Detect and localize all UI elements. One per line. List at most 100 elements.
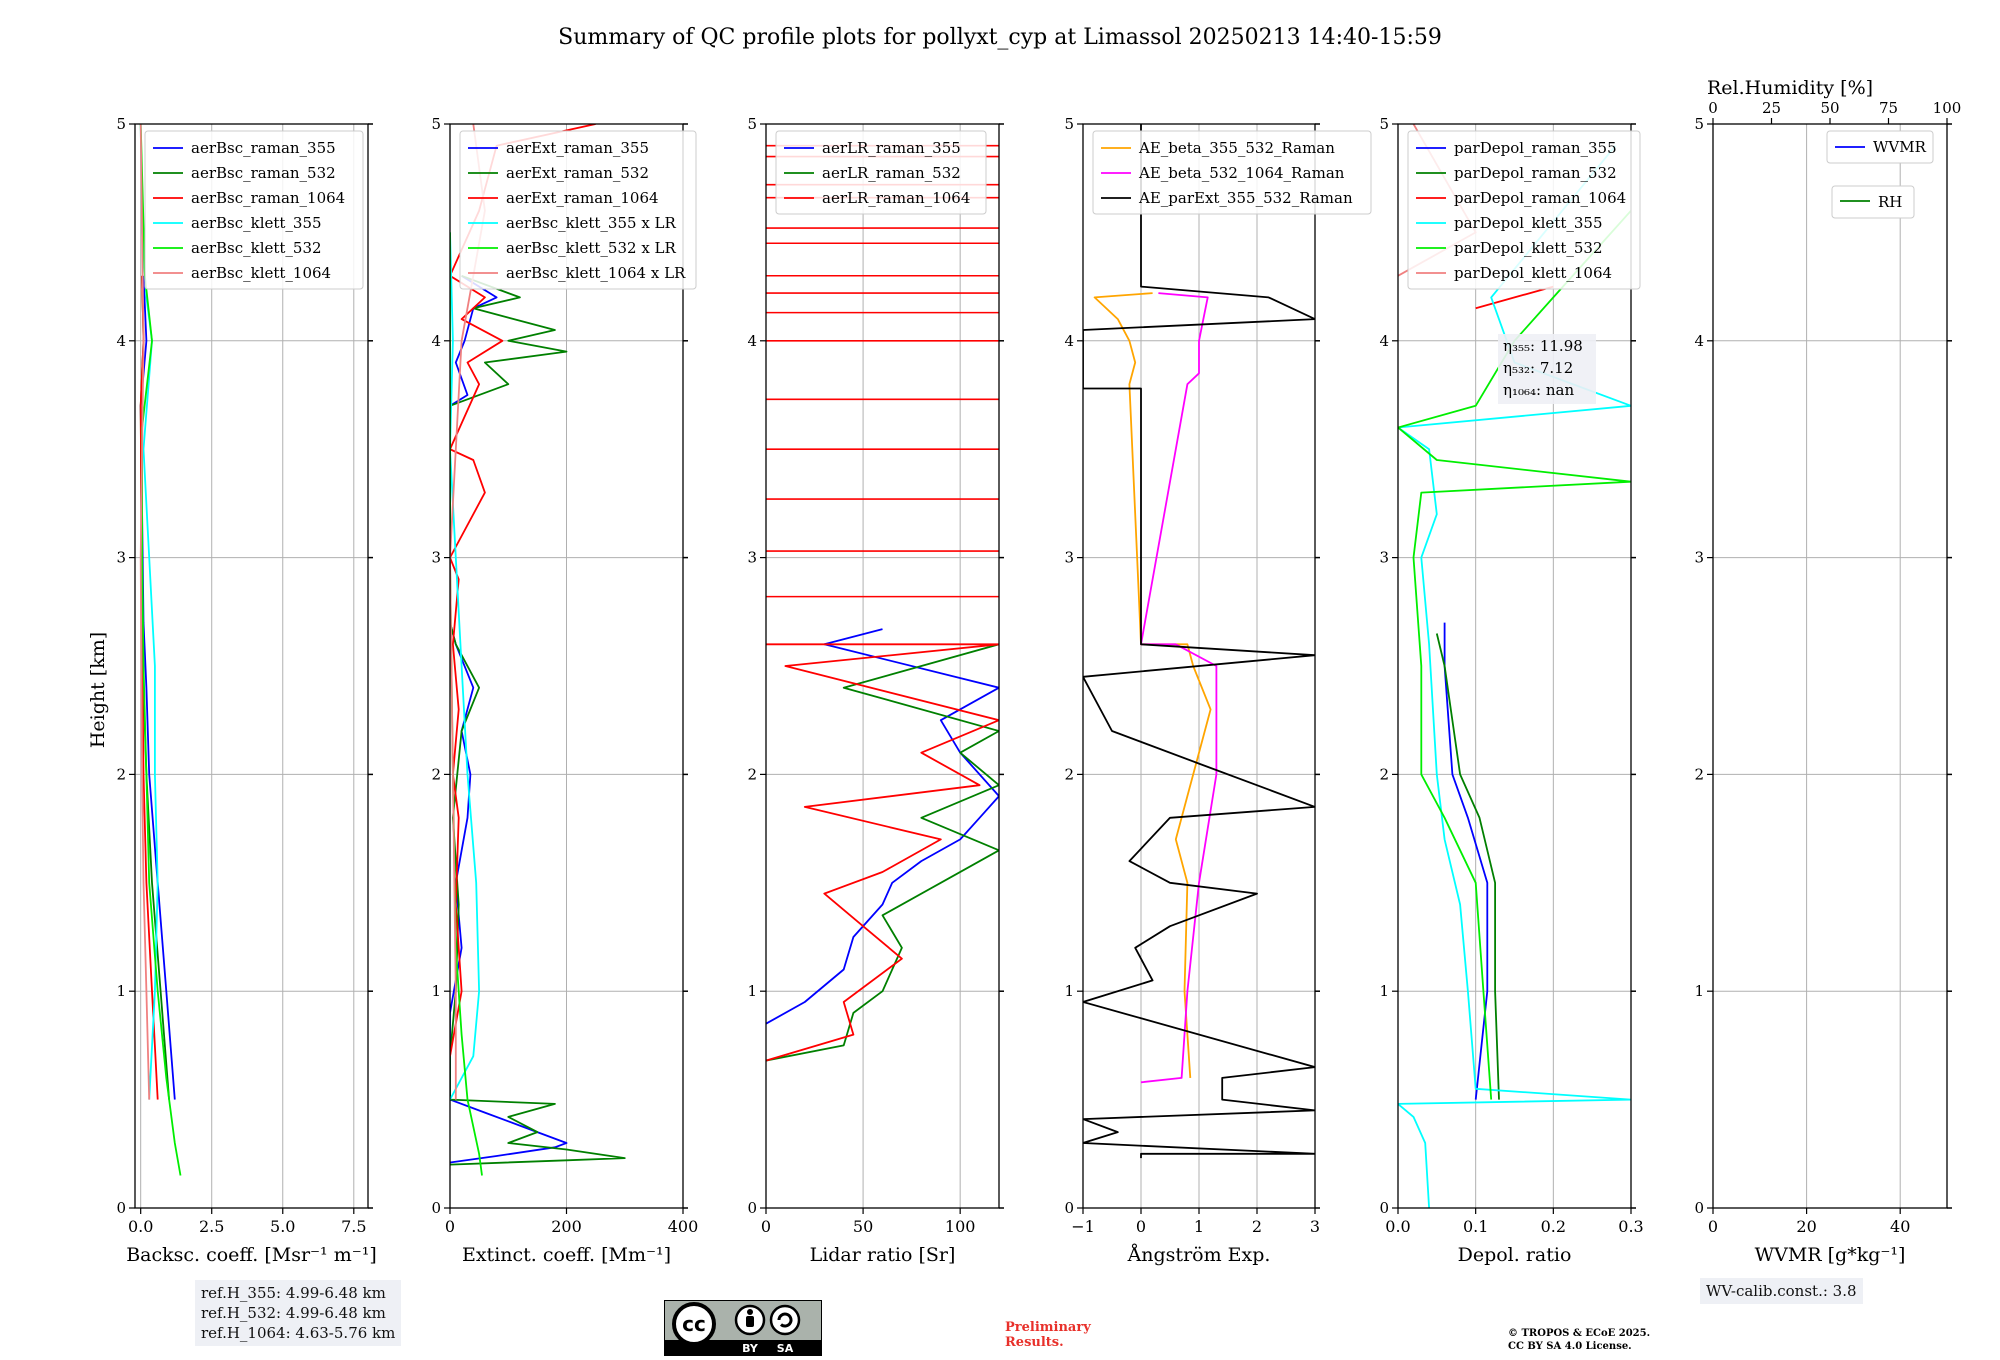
y-tick-label: 0 [1694, 1199, 1704, 1217]
y-axis-label: Height [km] [87, 632, 109, 748]
y-tick-label: 0 [431, 1199, 441, 1217]
legend-item: aerLR_raman_355 [822, 139, 961, 157]
figure-title: Summary of QC profile plots for pollyxt_… [558, 25, 1442, 50]
x-tick-label: 0 [1708, 1217, 1718, 1236]
sa-share-alike-icon [769, 1304, 801, 1336]
legend-item: aerExt_raman_355 [506, 139, 649, 157]
legend: parDepol_raman_355 parDepol_raman_532 parD… [1407, 130, 1641, 290]
ref-height-532: ref.H_532: 4.99-6.48 km [201, 1304, 386, 1322]
copyright-line-1: © TROPOS & ECoE 2025. [1508, 1328, 1651, 1339]
y-tick-label: 4 [1694, 332, 1704, 350]
x-tick-label: 1 [1194, 1217, 1204, 1236]
x-tick-label: 3 [1310, 1217, 1320, 1236]
legend-item: aerLR_raman_532 [822, 164, 961, 182]
series-parDepol_raman_1064 [1475, 285, 1554, 310]
series-aerLR_raman_1064 [766, 643, 999, 1062]
y-tick-label: 2 [1064, 765, 1074, 783]
y-tick-label: 1 [1379, 982, 1389, 1000]
reference-heights-box: ref.H_355: 4.99-6.48 km ref.H_532: 4.99-… [195, 1280, 402, 1346]
legend-item: WVMR [1873, 138, 1927, 156]
x-tick-label: −1 [1071, 1217, 1095, 1236]
series-aerBsc_raman_355 [139, 275, 176, 1100]
legend-item: AE_beta_355_532_Raman [1138, 139, 1335, 157]
x-axis-label: WVMR [g*kg⁻¹] [1755, 1244, 1906, 1266]
wv-calib-const: WV-calib.const.: 3.8 [1706, 1282, 1857, 1300]
x-tick-label: 0 [1136, 1217, 1146, 1236]
legend-item: aerBsc_klett_1064 [191, 264, 331, 282]
x-tick-label: 0 [761, 1217, 771, 1236]
x-tick-label: 0.0 [128, 1217, 153, 1236]
x-tick-label: 40 [1890, 1217, 1910, 1236]
preliminary-line-2: Results. [1005, 1335, 1064, 1350]
legend-item: parDepol_raman_355 [1454, 139, 1617, 157]
y-tick-label: 5 [1064, 115, 1074, 133]
top-x-tick-label: 0 [1708, 99, 1718, 117]
panel-6: 0 20 40 0 1 2 3 4 5 WVMR [g*kg⁻¹] 0 25 50 75 100 Rel.Hu… [1694, 77, 1961, 1266]
legend-item: aerBsc_raman_355 [191, 139, 336, 157]
depol-eta-annotation: η₃₅₅: 11.98 η₅₃₂: 7.12 η₁₀₆₄: nan [1498, 334, 1596, 404]
y-tick-label: 1 [431, 982, 441, 1000]
axes-frame [1712, 123, 1948, 1209]
legend: AE_beta_355_532_Raman AE_beta_532_1064_Ra… [1092, 130, 1372, 215]
preliminary-note: Preliminary Results. [1005, 1320, 1091, 1350]
x-tick-label: 0.3 [1618, 1217, 1643, 1236]
legend-item: AE_beta_532_1064_Raman [1138, 164, 1345, 182]
x-tick-label: 0.2 [1541, 1217, 1566, 1236]
x-tick-label: 50 [853, 1217, 873, 1236]
panel-5: 0.0 0.1 0.2 0.3 0 1 2 3 4 5 Depol. ratio parDepol_r… [1379, 115, 1643, 1266]
y-tick-label: 4 [747, 332, 757, 350]
top-x-tick-label: 100 [1933, 99, 1962, 117]
y-tick-label: 4 [1379, 332, 1389, 350]
eta-value: η₁₀₆₄: nan [1503, 381, 1574, 399]
legend-item: aerExt_raman_1064 [506, 189, 659, 207]
x-tick-label: 7.5 [341, 1217, 366, 1236]
y-tick-label: 2 [1694, 765, 1704, 783]
wv-calib-box: WV-calib.const.: 3.8 [1700, 1278, 1863, 1304]
legend-item: aerBsc_klett_1064 x LR [506, 264, 686, 282]
axes-frame [449, 123, 684, 1209]
legend-item: aerBsc_klett_532 x LR [506, 239, 677, 257]
top-x-tick-label: 75 [1879, 99, 1898, 117]
series-aerBsc_klett_532 [139, 124, 182, 1176]
ref-height-355: ref.H_355: 4.99-6.48 km [201, 1284, 386, 1302]
series-parDepol_raman_532 [1435, 633, 1500, 1100]
axes-frame [1397, 123, 1632, 1209]
top-axis-label: Rel.Humidity [%] [1707, 77, 1873, 99]
x-tick-label: 100 [945, 1217, 976, 1236]
y-tick-label: 3 [1379, 549, 1389, 567]
y-tick-label: 5 [431, 115, 441, 133]
y-tick-label: 5 [116, 115, 126, 133]
series-parDepol_klett_355 [1398, 145, 1631, 1208]
x-tick-label: 0 [445, 1217, 455, 1236]
preliminary-line-1: Preliminary [1005, 1320, 1091, 1335]
legend-item: parDepol_klett_355 [1454, 214, 1603, 232]
series-aerLR_raman_355 [766, 628, 999, 1025]
panel-1: 0.0 2.5 5.0 7.5 0 1 2 3 4 5 Backsc. coeff. [Msr⁻¹ … [116, 115, 376, 1266]
x-axis-label: Depol. ratio [1458, 1244, 1572, 1266]
eta-value: η₃₅₅: 11.98 [1503, 337, 1583, 355]
y-tick-label: 4 [1064, 332, 1074, 350]
legend-item: RH [1878, 193, 1902, 211]
x-axis-label: Extinct. coeff. [Mm⁻¹] [462, 1244, 671, 1266]
series-AE_beta_355_532_Raman [1093, 292, 1212, 1078]
series-AE_beta_532_1064_Raman [1140, 292, 1218, 1084]
panel-3: 0 50 100 0 1 2 3 4 5 Lidar ratio [Sr] aerLR_raman_… [747, 115, 1004, 1266]
copyright-line-2: CC BY SA 4.0 License. [1508, 1341, 1632, 1352]
svg-text:cc: cc [682, 1312, 706, 1336]
legend-item: aerLR_raman_1064 [822, 189, 970, 207]
y-tick-label: 2 [431, 765, 441, 783]
y-tick-label: 3 [1064, 549, 1074, 567]
legend-item: aerBsc_klett_355 x LR [506, 214, 677, 232]
x-tick-label: 20 [1796, 1217, 1816, 1236]
x-tick-label: 0.0 [1385, 1217, 1410, 1236]
top-x-tick-label: 50 [1820, 99, 1839, 117]
y-tick-label: 0 [1064, 1199, 1074, 1217]
y-tick-label: 3 [116, 549, 126, 567]
legend: aerBsc_raman_355 aerBsc_raman_532 aerBsc_r… [144, 130, 364, 290]
legend: aerExt_raman_355 aerExt_raman_532 aerExt_r… [459, 130, 697, 290]
copyright-note: © TROPOS & ECoE 2025. CC BY SA 4.0 Licen… [1508, 1327, 1650, 1353]
badge-sa: SA [777, 1342, 794, 1355]
y-tick-label: 4 [431, 332, 441, 350]
top-x-tick-label: 25 [1762, 99, 1781, 117]
